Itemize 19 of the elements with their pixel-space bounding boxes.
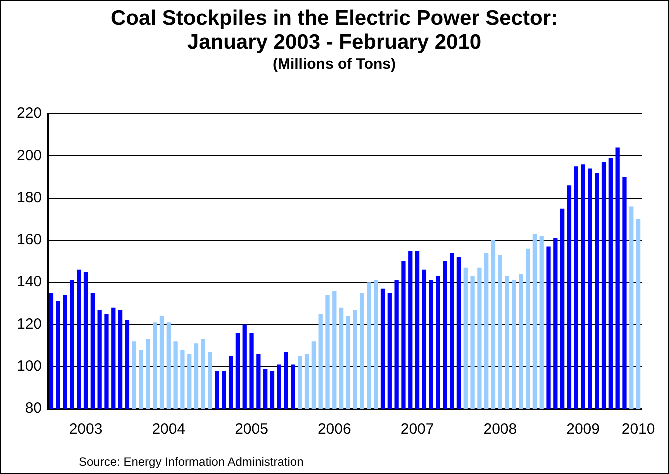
chart-subtitle: (Millions of Tons) bbox=[272, 56, 398, 73]
x-tick-label: 2006 bbox=[318, 421, 352, 438]
y-tick-label: 120 bbox=[16, 316, 42, 333]
x-tick-label: 2003 bbox=[69, 421, 103, 438]
y-tick-label: 220 bbox=[16, 105, 42, 122]
y-tick-label: 100 bbox=[16, 358, 42, 375]
x-tick-label: 2008 bbox=[484, 421, 518, 438]
chart-title: Coal Stockpiles in the Electric Power Sector: January 2003 - February 2010 bbox=[110, 7, 559, 55]
x-tick-label: 2010 bbox=[622, 421, 656, 438]
source-note: Source: Energy Information Administration bbox=[79, 455, 304, 469]
y-tick-label: 140 bbox=[16, 274, 42, 291]
x-tick-label: 2005 bbox=[235, 421, 268, 438]
y-tick-label: 200 bbox=[16, 147, 42, 164]
y-tick-label: 180 bbox=[16, 189, 42, 206]
y-tick-label: 160 bbox=[16, 232, 42, 249]
x-tick-label: 2007 bbox=[400, 421, 434, 438]
x-tick-label: 2009 bbox=[566, 421, 600, 438]
y-tick-label: 80 bbox=[25, 400, 42, 418]
x-tick-label: 2004 bbox=[152, 421, 186, 438]
